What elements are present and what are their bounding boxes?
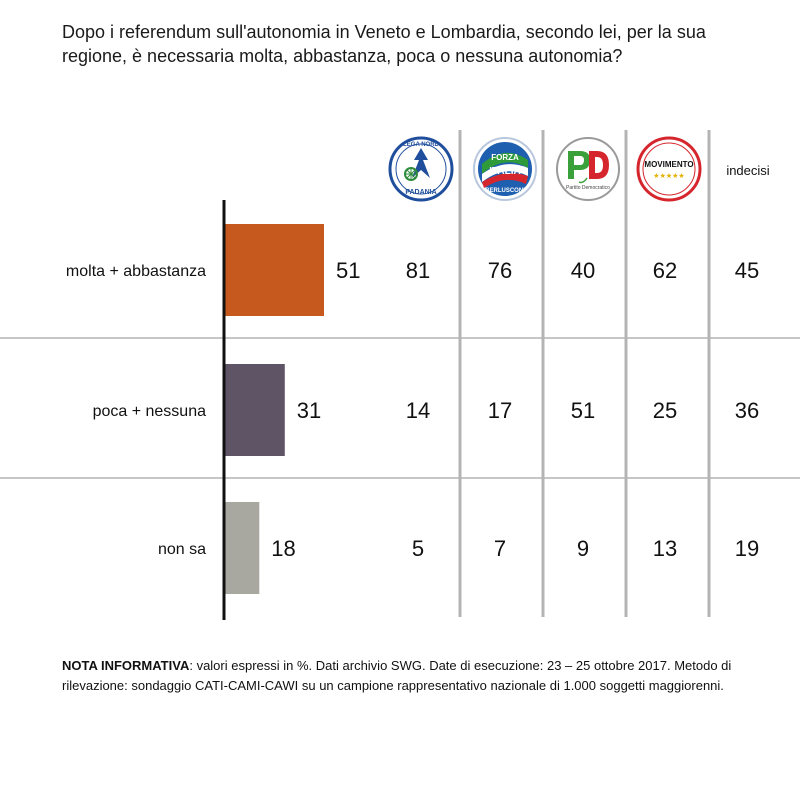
note-informativa: NOTA INFORMATIVA: valori espressi in %. … — [62, 656, 762, 696]
m5s-logo-top-text: MOVIMENTO — [644, 160, 693, 169]
table-cell-r1-c4: 62 — [653, 258, 677, 283]
table-cell-r1-c1: 81 — [406, 258, 430, 283]
m5s-logo-icon: MOVIMENTO ★★★★★ — [634, 134, 704, 204]
forza-logo-bottom-text: BERLUSCONI — [485, 188, 525, 194]
table-cell-r2-c3: 51 — [571, 398, 595, 423]
forza-italia-logo-icon: FORZA ITALIA BERLUSCONI — [470, 134, 540, 204]
table-cell-r1-c2: 76 — [488, 258, 512, 283]
note-label: NOTA INFORMATIVA — [62, 658, 190, 673]
table-cell-r3-c5: 19 — [735, 536, 759, 561]
table-cell-r2-c4: 25 — [653, 398, 677, 423]
category-label-1: molta + abbastanza — [66, 263, 206, 280]
table-cell-r2-c2: 17 — [488, 398, 512, 423]
forza-logo-top-text: FORZA — [491, 153, 519, 162]
bar-1 — [224, 224, 324, 316]
category-label-3: non sa — [158, 541, 206, 558]
bar-2 — [224, 364, 285, 456]
pd-logo-bottom-text: Partito Democratico — [566, 185, 610, 191]
bar-3 — [224, 502, 260, 594]
lega-logo-bottom-text: PADANIA — [405, 189, 436, 196]
table-cell-r3-c2: 7 — [494, 536, 506, 561]
chart-question-title: Dopo i referendum sull'autonomia in Vene… — [62, 22, 706, 66]
bar-value-label-1: 51 — [336, 258, 360, 283]
note-text: : valori espressi in %. Dati archivio SW… — [62, 658, 732, 693]
table-cell-r2-c5: 36 — [735, 398, 759, 423]
bar-value-label-3: 18 — [271, 536, 295, 561]
lega-nord-logo-icon: LEGA NORD PADANIA — [386, 134, 456, 204]
table-cell-r3-c4: 13 — [653, 536, 677, 561]
category-label-2: poca + nessuna — [93, 403, 207, 420]
bar-value-label-2: 31 — [297, 398, 321, 423]
lega-logo-top-text: LEGA NORD — [403, 142, 439, 148]
m5s-logo-stars: ★★★★★ — [653, 172, 684, 180]
table-cell-r3-c3: 9 — [577, 536, 589, 561]
table-cell-r3-c1: 5 — [412, 536, 424, 561]
table-cell-r1-c5: 45 — [735, 258, 759, 283]
indecisi-label: indecisi — [726, 163, 770, 178]
table-cell-r1-c3: 40 — [571, 258, 595, 283]
forza-logo-middle-text: ITALIA — [489, 166, 520, 177]
table-cell-r2-c1: 14 — [406, 398, 430, 423]
pd-logo-icon: Partito Democratico — [553, 134, 623, 204]
